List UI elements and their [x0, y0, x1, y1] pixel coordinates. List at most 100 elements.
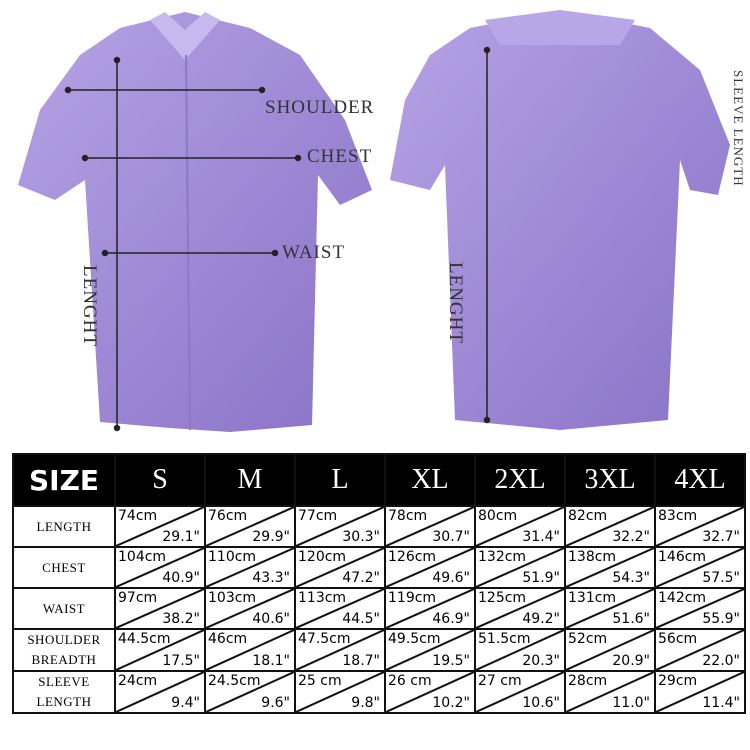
diagonal-divider [656, 548, 744, 587]
diagonal-divider [296, 672, 384, 712]
inch-value: 54.3" [612, 570, 650, 586]
diagonal-divider [476, 507, 564, 546]
diagonal-divider [296, 630, 384, 670]
inch-value: 9.6" [261, 695, 290, 711]
table-row: SHOULDER BREADTH 44.5cm 17.5" 46cm 18.1" 47.5c… [12, 628, 746, 672]
cm-value: 24cm [118, 673, 158, 689]
diagonal-divider [206, 507, 294, 546]
diagonal-divider [476, 589, 564, 628]
cm-value: 78cm [388, 508, 428, 524]
waist-label: WAIST [282, 242, 346, 263]
shoulder-label: SHOULDER [265, 97, 375, 118]
measurement-cell: 25 cm 9.8" [294, 670, 386, 714]
measurement-cell: 104cm 40.9" [114, 546, 206, 589]
cm-value: 24.5cm [208, 673, 261, 689]
inch-value: 51.6" [612, 611, 650, 627]
measurement-cell: 46cm 18.1" [204, 628, 296, 672]
diagonal-divider [656, 630, 744, 670]
measurement-cell: 142cm 55.9" [654, 587, 746, 630]
cm-value: 110cm [208, 549, 257, 565]
diagonal-divider [206, 672, 294, 712]
size-column-header: 2XL [474, 453, 566, 507]
cm-value: 125cm [478, 590, 527, 606]
cm-value: 51.5cm [478, 631, 531, 647]
diagonal-divider [296, 507, 384, 546]
inch-value: 20.9" [612, 653, 650, 669]
cm-value: 27 cm [478, 673, 522, 689]
inch-value: 10.6" [522, 695, 560, 711]
length-back-label: LENGHT [445, 262, 466, 344]
cm-value: 49.5cm [388, 631, 441, 647]
measurement-cell: 80cm 31.4" [474, 505, 566, 548]
chest-label: CHEST [307, 146, 373, 167]
size-column-header: XL [384, 453, 476, 507]
cm-value: 119cm [388, 590, 437, 606]
measurement-cell: 78cm 30.7" [384, 505, 476, 548]
inch-value: 32.2" [612, 529, 650, 545]
diagonal-divider [296, 548, 384, 587]
cm-value: 26 cm [388, 673, 432, 689]
inch-value: 49.2" [522, 611, 560, 627]
inch-value: 31.4" [522, 529, 560, 545]
cm-value: 146cm [658, 549, 707, 565]
row-label-line: WAIST [42, 600, 86, 616]
inch-value: 55.9" [702, 611, 740, 627]
inch-value: 18.1" [252, 653, 290, 669]
measurement-cell: 51.5cm 20.3" [474, 628, 566, 672]
measurement-cell: 132cm 51.9" [474, 546, 566, 589]
cm-value: 113cm [298, 590, 347, 606]
measurement-cell: 97cm 38.2" [114, 587, 206, 630]
measurement-lines [64, 46, 491, 432]
row-label: SLEEVE LENGTH [12, 670, 116, 714]
measurement-cell: 120cm 47.2" [294, 546, 386, 589]
cm-value: 76cm [208, 508, 248, 524]
inch-value: 30.7" [432, 529, 470, 545]
length-front-label: LENGHT [79, 265, 100, 347]
sleeve-length-label: SLEEVE LENGTH [731, 70, 746, 187]
back-shirt [390, 10, 730, 430]
inch-value: 18.7" [342, 653, 380, 669]
inch-value: 19.5" [432, 653, 470, 669]
cm-value: 52cm [568, 631, 608, 647]
diagonal-divider [386, 672, 474, 712]
diagonal-divider [656, 589, 744, 628]
cm-value: 46cm [208, 631, 248, 647]
cm-value: 131cm [568, 590, 617, 606]
diagonal-divider [566, 589, 654, 628]
cm-value: 74cm [118, 508, 158, 524]
diagonal-divider [116, 672, 204, 712]
table-row: SLEEVE LENGTH 24cm 9.4" 24.5cm 9.6" 25 cm 9.8" 2… [12, 670, 746, 714]
row-label: CHEST [12, 546, 116, 589]
diagonal-divider [386, 630, 474, 670]
diagonal-divider [386, 589, 474, 628]
measurement-cell: 56cm 22.0" [654, 628, 746, 672]
inch-value: 9.4" [171, 695, 200, 711]
cm-value: 103cm [208, 590, 257, 606]
cm-value: 77cm [298, 508, 338, 524]
inch-value: 57.5" [702, 570, 740, 586]
measurement-cell: 26 cm 10.2" [384, 670, 476, 714]
size-column-header: S [114, 453, 206, 507]
inch-value: 46.9" [432, 611, 470, 627]
cm-value: 97cm [118, 590, 158, 606]
row-label-line: BREADTH [31, 652, 97, 667]
cm-value: 82cm [568, 508, 608, 524]
measurement-cell: 77cm 30.3" [294, 505, 386, 548]
row-label-line: CHEST [42, 559, 86, 575]
cm-value: 44.5cm [118, 631, 171, 647]
diagonal-divider [386, 507, 474, 546]
measurement-cell: 126cm 49.6" [384, 546, 476, 589]
measurement-cell: 82cm 32.2" [564, 505, 656, 548]
front-shirt [18, 12, 372, 432]
measurement-cell: 119cm 46.9" [384, 587, 476, 630]
table-row: WAIST 97cm 38.2" 103cm 40.6" 113cm 44.5" 119cm 4… [12, 587, 746, 630]
measurement-cell: 74cm 29.1" [114, 505, 206, 548]
inch-value: 49.6" [432, 570, 470, 586]
row-label-line: LENGTH [36, 518, 92, 534]
inch-value: 17.5" [162, 653, 200, 669]
inch-value: 10.2" [432, 695, 470, 711]
diagonal-divider [476, 672, 564, 712]
diagonal-divider [386, 548, 474, 587]
row-label-line: SHOULDER [27, 632, 101, 647]
diagonal-divider [206, 630, 294, 670]
